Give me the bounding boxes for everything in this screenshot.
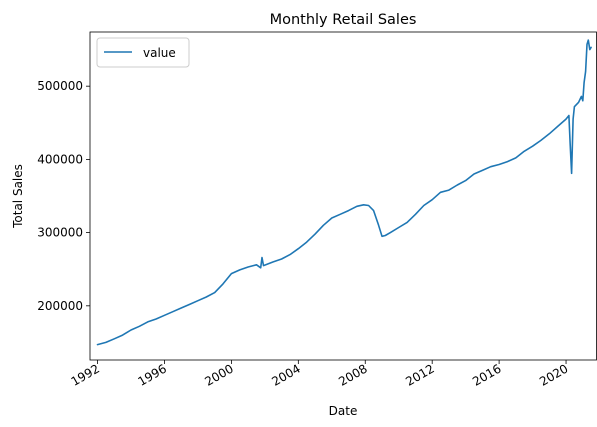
y-axis: 200000 300000 400000 500000 <box>37 79 90 313</box>
series-line-value <box>96 39 592 346</box>
chart-title: Monthly Retail Sales <box>270 12 417 28</box>
y-tick-label: 400000 <box>37 152 83 166</box>
x-axis-title: Date <box>329 404 358 418</box>
y-tick-label: 300000 <box>37 226 83 240</box>
y-tick-label: 500000 <box>37 79 83 93</box>
y-axis-title: Total Sales <box>11 164 25 229</box>
legend-label: value <box>143 46 176 60</box>
plot-area <box>96 39 592 346</box>
legend: value <box>96 37 190 68</box>
y-tick-label: 200000 <box>37 299 83 313</box>
legend-box <box>96 37 190 68</box>
